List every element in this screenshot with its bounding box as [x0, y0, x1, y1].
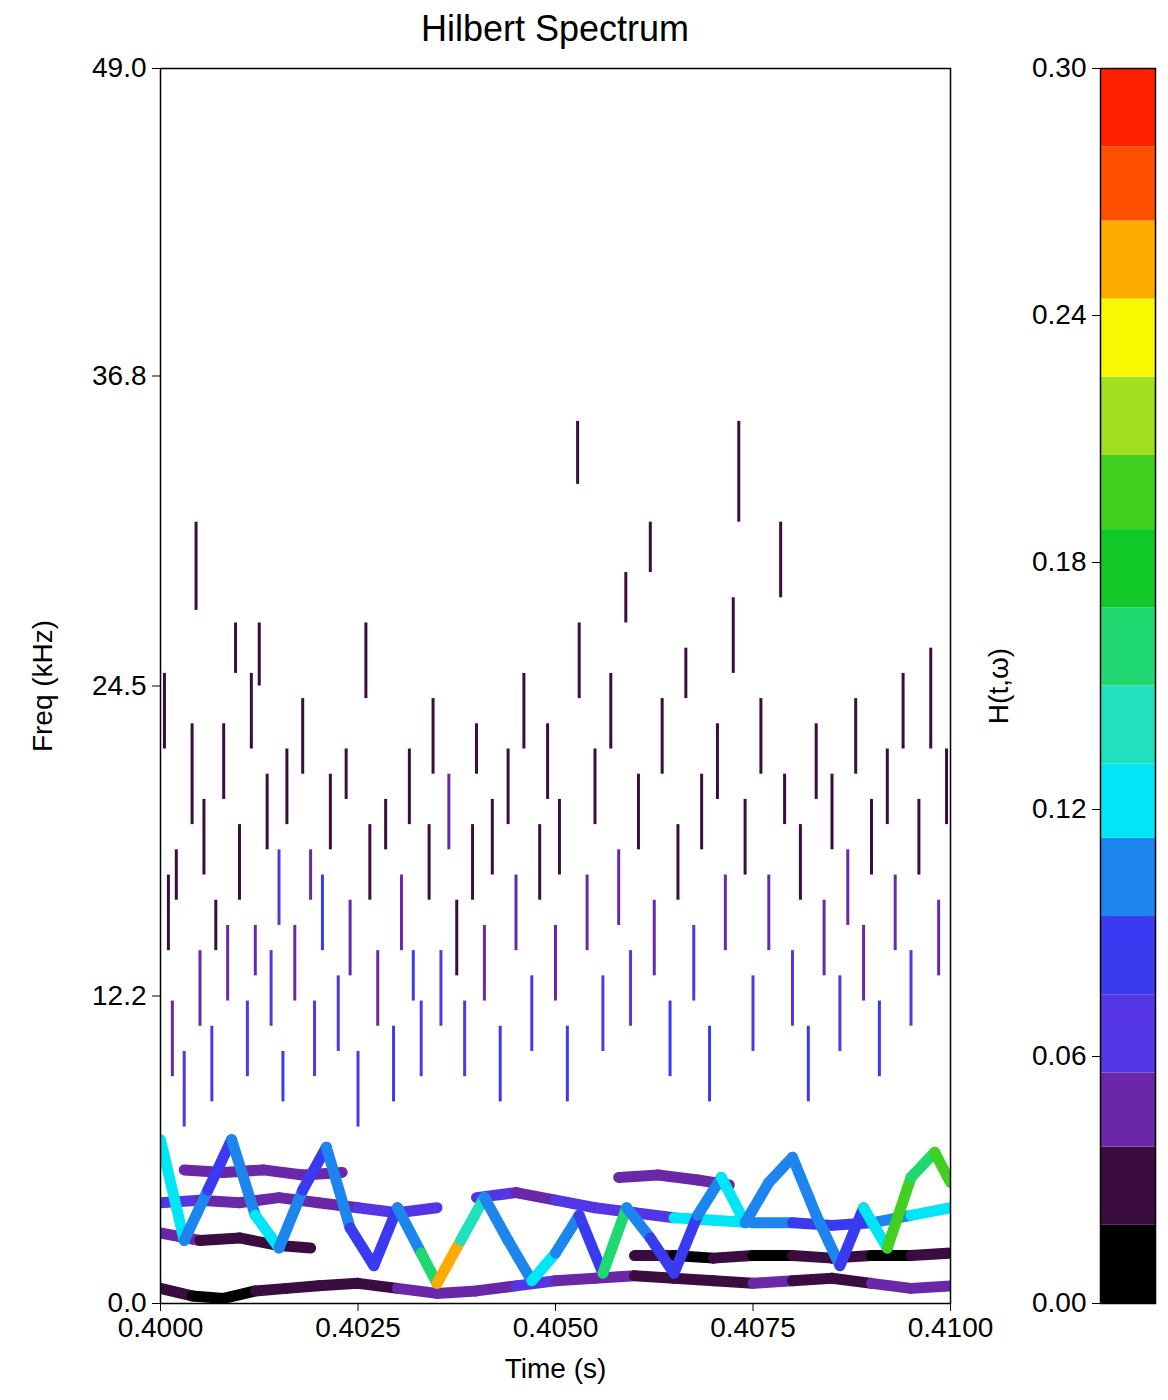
html-text:Hilbert Spectrum: Hilbert Spectrum: [421, 8, 689, 49]
svg-text:0.4100: 0.4100: [908, 1312, 994, 1343]
svg-text:0.4075: 0.4075: [710, 1312, 796, 1343]
svg-text:0.4050: 0.4050: [513, 1312, 599, 1343]
svg-text:0.0: 0.0: [107, 1287, 147, 1319]
svg-text:Freq (kHz): Freq (kHz): [27, 620, 58, 752]
svg-text:12.2: 12.2: [92, 980, 147, 1011]
svg-text:0.06: 0.06: [1032, 1040, 1087, 1071]
svg-text:0.18: 0.18: [1032, 546, 1087, 577]
svg-text:0.30: 0.30: [1032, 52, 1087, 83]
svg-text:0.4000: 0.4000: [118, 1312, 204, 1343]
svg-text:49.0: 49.0: [92, 52, 147, 83]
svg-text:H(t,ω): H(t,ω): [983, 648, 1014, 724]
svg-text:0.4025: 0.4025: [315, 1312, 401, 1343]
svg-text:0.00: 0.00: [1032, 1287, 1087, 1318]
svg-text:0.12: 0.12: [1032, 793, 1087, 824]
svg-text:0.24: 0.24: [1032, 299, 1087, 330]
svg-text:36.8: 36.8: [92, 360, 147, 391]
svg-text:24.5: 24.5: [92, 670, 147, 701]
svg-text:Time (s): Time (s): [505, 1353, 607, 1384]
